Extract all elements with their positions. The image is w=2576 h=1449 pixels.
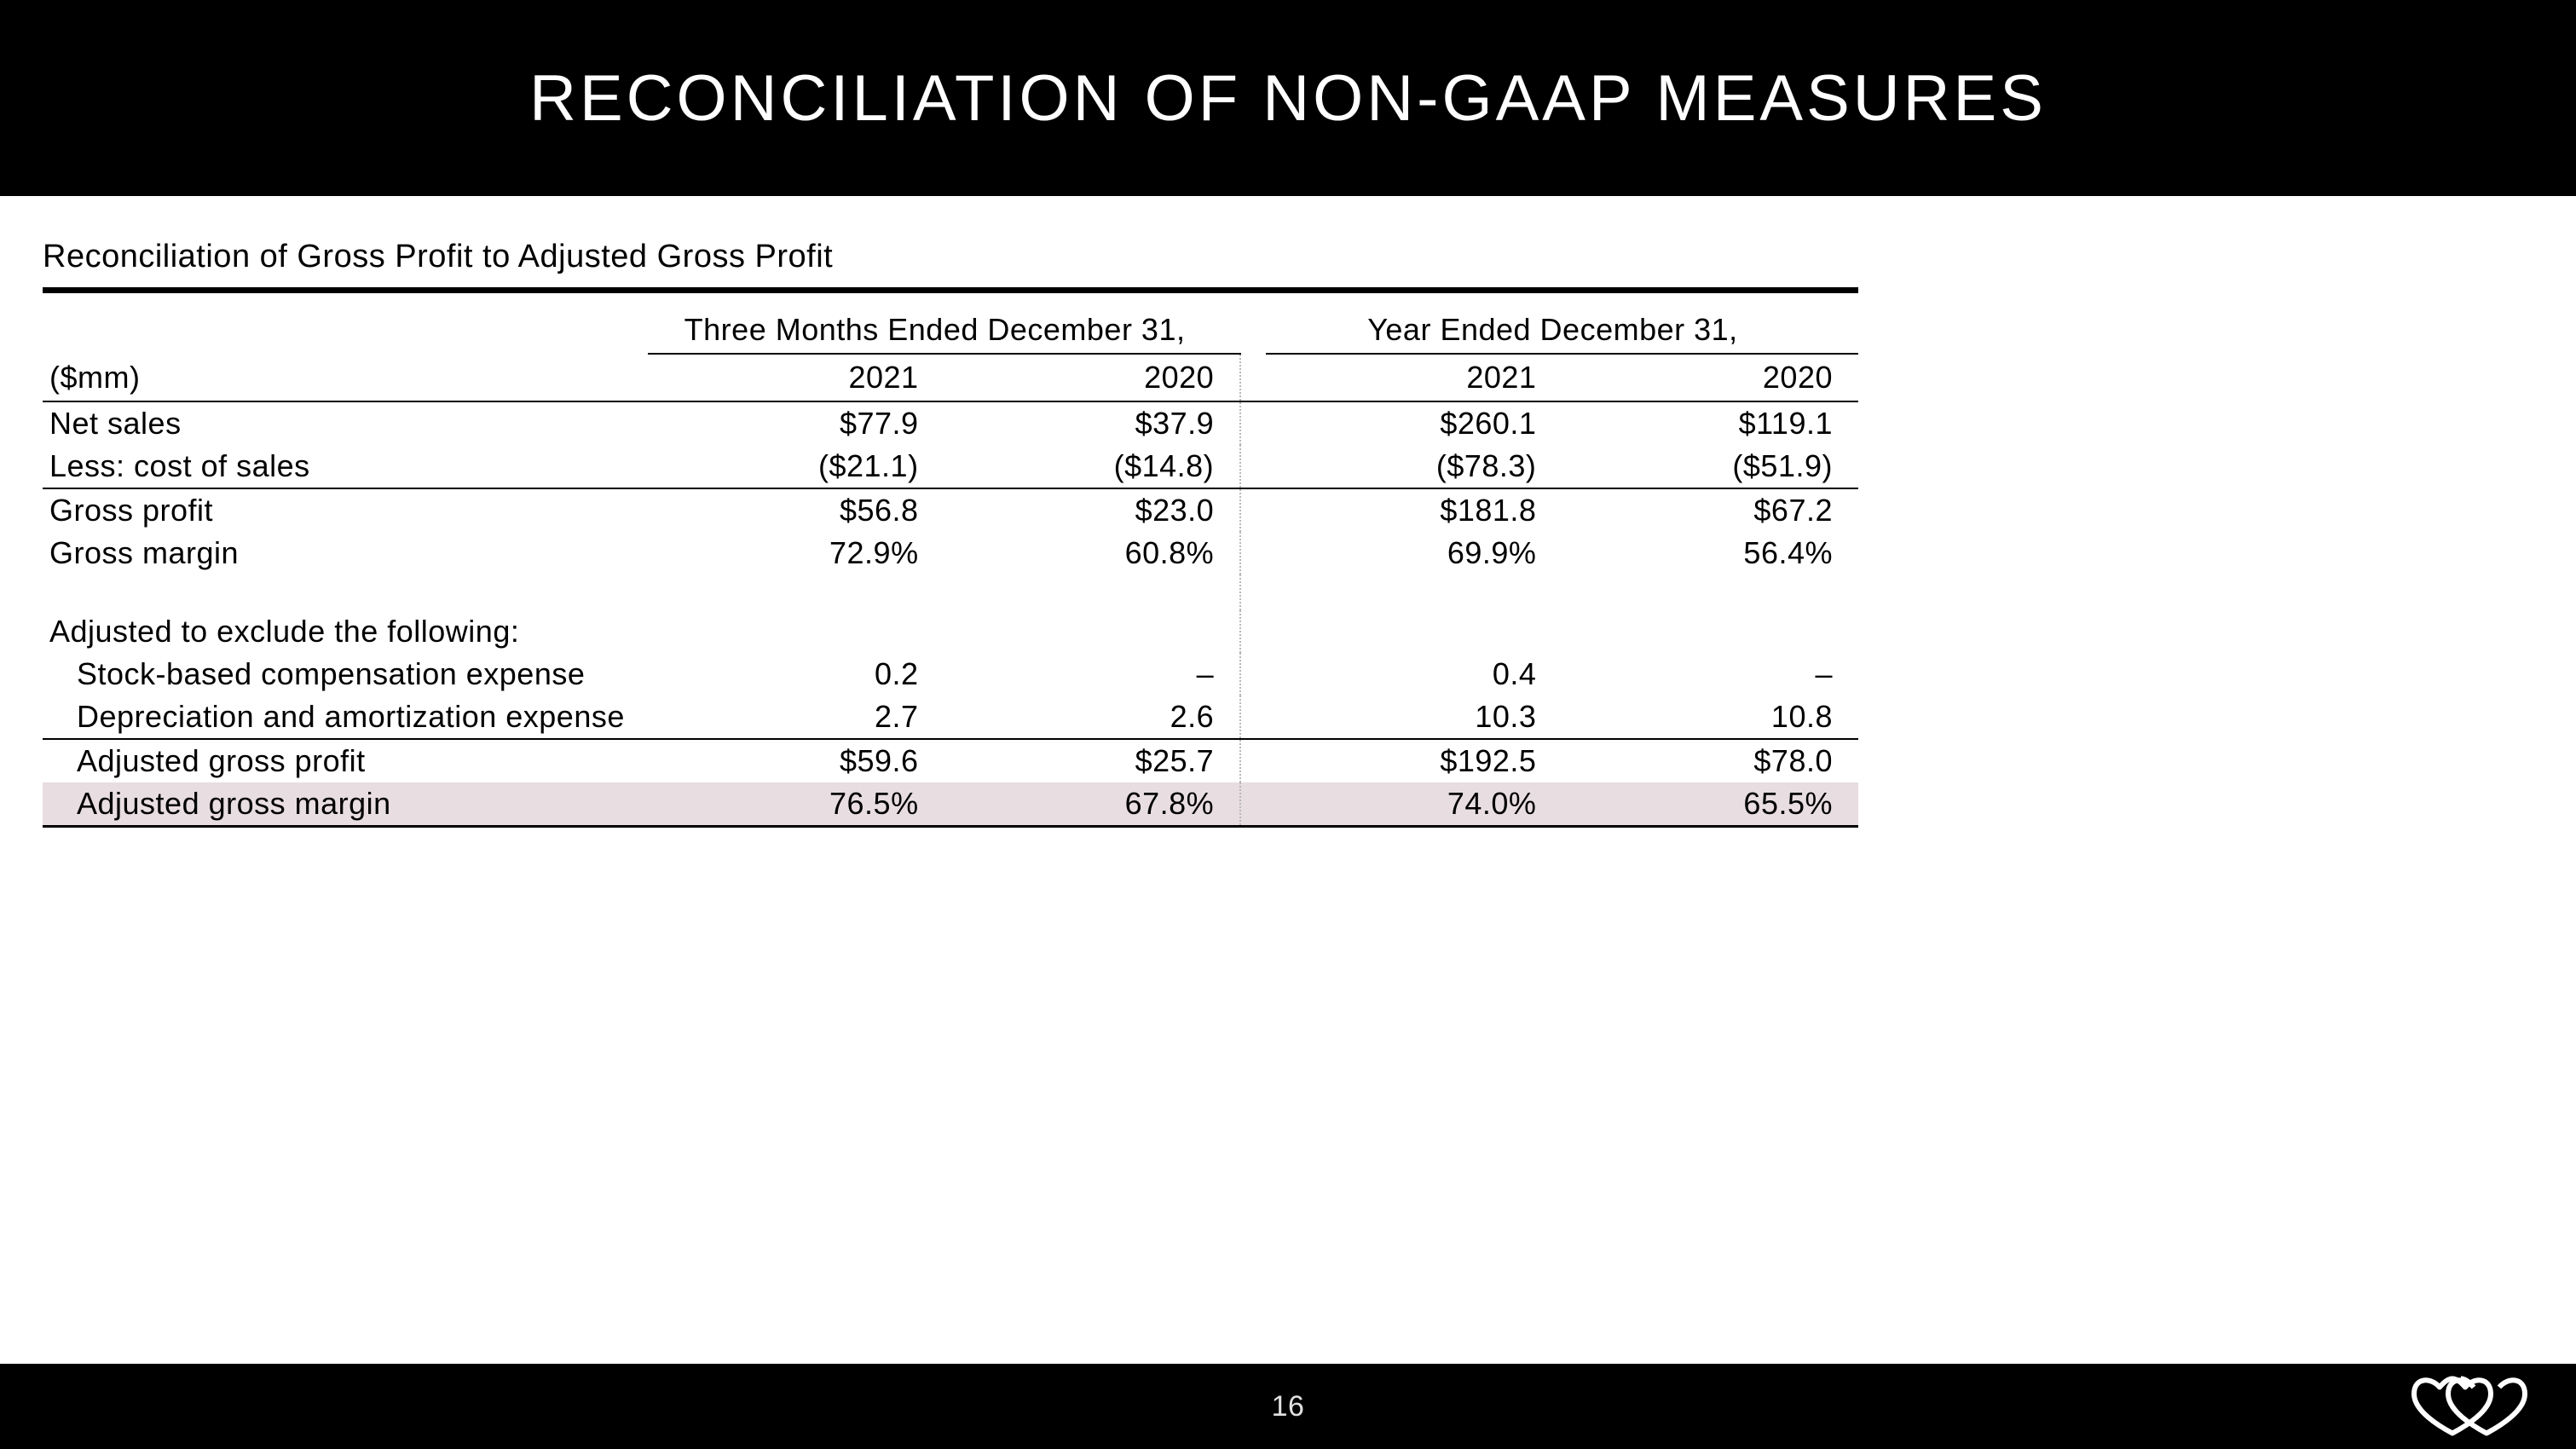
year-col-1: 2021 bbox=[648, 354, 944, 401]
cell: 67.8% bbox=[944, 782, 1241, 827]
thick-rule bbox=[43, 287, 1858, 293]
cell: $25.7 bbox=[944, 739, 1241, 782]
unit-label: ($mm) bbox=[43, 354, 648, 401]
cell: ($78.3) bbox=[1266, 445, 1562, 488]
reconciliation-table: Three Months Ended December 31, Year End… bbox=[43, 287, 1858, 828]
header-bar: RECONCILIATION OF NON-GAAP MEASURES bbox=[0, 0, 2576, 196]
table-row: Less: cost of sales ($21.1) ($14.8) ($78… bbox=[43, 445, 1858, 488]
cell: $260.1 bbox=[1266, 401, 1562, 445]
cell bbox=[1266, 610, 1562, 653]
cell: ($51.9) bbox=[1562, 445, 1858, 488]
row-label: Net sales bbox=[43, 401, 648, 445]
cell: $37.9 bbox=[944, 401, 1241, 445]
cell: $67.2 bbox=[1562, 488, 1858, 532]
cell: – bbox=[944, 653, 1241, 696]
cell: $181.8 bbox=[1266, 488, 1562, 532]
cell: 69.9% bbox=[1266, 532, 1562, 574]
row-label: Adjusted to exclude the following: bbox=[43, 610, 648, 653]
cell: 72.9% bbox=[648, 532, 944, 574]
spacer-row bbox=[43, 574, 1858, 610]
cell: 2.7 bbox=[648, 696, 944, 739]
table-row: Adjusted to exclude the following: bbox=[43, 610, 1858, 653]
year-header-row: ($mm) 2021 2020 2021 2020 bbox=[43, 354, 1858, 401]
year-col-3: 2021 bbox=[1266, 354, 1562, 401]
year-col-4: 2020 bbox=[1562, 354, 1858, 401]
table-row-highlight: Adjusted gross margin 76.5% 67.8% 74.0% … bbox=[43, 782, 1858, 827]
cell: $23.0 bbox=[944, 488, 1241, 532]
period-header-row: Three Months Ended December 31, Year End… bbox=[43, 293, 1858, 354]
cell: 65.5% bbox=[1562, 782, 1858, 827]
cell bbox=[648, 610, 944, 653]
table-row: Net sales $77.9 $37.9 $260.1 $119.1 bbox=[43, 401, 1858, 445]
row-label: Adjusted gross margin bbox=[43, 782, 648, 827]
row-label: Less: cost of sales bbox=[43, 445, 648, 488]
table-row: Gross profit $56.8 $23.0 $181.8 $67.2 bbox=[43, 488, 1858, 532]
financial-table: Three Months Ended December 31, Year End… bbox=[43, 293, 1858, 828]
table-subtitle: Reconciliation of Gross Profit to Adjust… bbox=[43, 239, 2533, 275]
period-header-2: Year Ended December 31, bbox=[1266, 293, 1858, 354]
hearts-logo-icon bbox=[2406, 1371, 2533, 1443]
cell: 0.4 bbox=[1266, 653, 1562, 696]
cell: ($21.1) bbox=[648, 445, 944, 488]
cell: $119.1 bbox=[1562, 401, 1858, 445]
period-header-1: Three Months Ended December 31, bbox=[648, 293, 1240, 354]
cell: 10.8 bbox=[1562, 696, 1858, 739]
table-row: Stock-based compensation expense 0.2 – 0… bbox=[43, 653, 1858, 696]
cell: $59.6 bbox=[648, 739, 944, 782]
cell: $77.9 bbox=[648, 401, 944, 445]
cell: 76.5% bbox=[648, 782, 944, 827]
cell bbox=[1562, 610, 1858, 653]
page-title: RECONCILIATION OF NON-GAAP MEASURES bbox=[529, 61, 2047, 136]
cell: $56.8 bbox=[648, 488, 944, 532]
cell: 56.4% bbox=[1562, 532, 1858, 574]
footer-bar: 16 bbox=[0, 1364, 2576, 1449]
page-number: 16 bbox=[1272, 1390, 1305, 1423]
cell: – bbox=[1562, 653, 1858, 696]
row-label: Stock-based compensation expense bbox=[43, 653, 648, 696]
year-col-2: 2020 bbox=[944, 354, 1241, 401]
cell: 0.2 bbox=[648, 653, 944, 696]
cell bbox=[944, 610, 1241, 653]
table-row: Gross margin 72.9% 60.8% 69.9% 56.4% bbox=[43, 532, 1858, 574]
content-area: Reconciliation of Gross Profit to Adjust… bbox=[0, 196, 2576, 828]
table-row: Depreciation and amortization expense 2.… bbox=[43, 696, 1858, 739]
row-label: Adjusted gross profit bbox=[43, 739, 648, 782]
cell: 2.6 bbox=[944, 696, 1241, 739]
table-row: Adjusted gross profit $59.6 $25.7 $192.5… bbox=[43, 739, 1858, 782]
cell: 10.3 bbox=[1266, 696, 1562, 739]
cell: $78.0 bbox=[1562, 739, 1858, 782]
cell: ($14.8) bbox=[944, 445, 1241, 488]
row-label: Gross margin bbox=[43, 532, 648, 574]
row-label: Depreciation and amortization expense bbox=[43, 696, 648, 739]
row-label: Gross profit bbox=[43, 488, 648, 532]
cell: 74.0% bbox=[1266, 782, 1562, 827]
cell: 60.8% bbox=[944, 532, 1241, 574]
cell: $192.5 bbox=[1266, 739, 1562, 782]
